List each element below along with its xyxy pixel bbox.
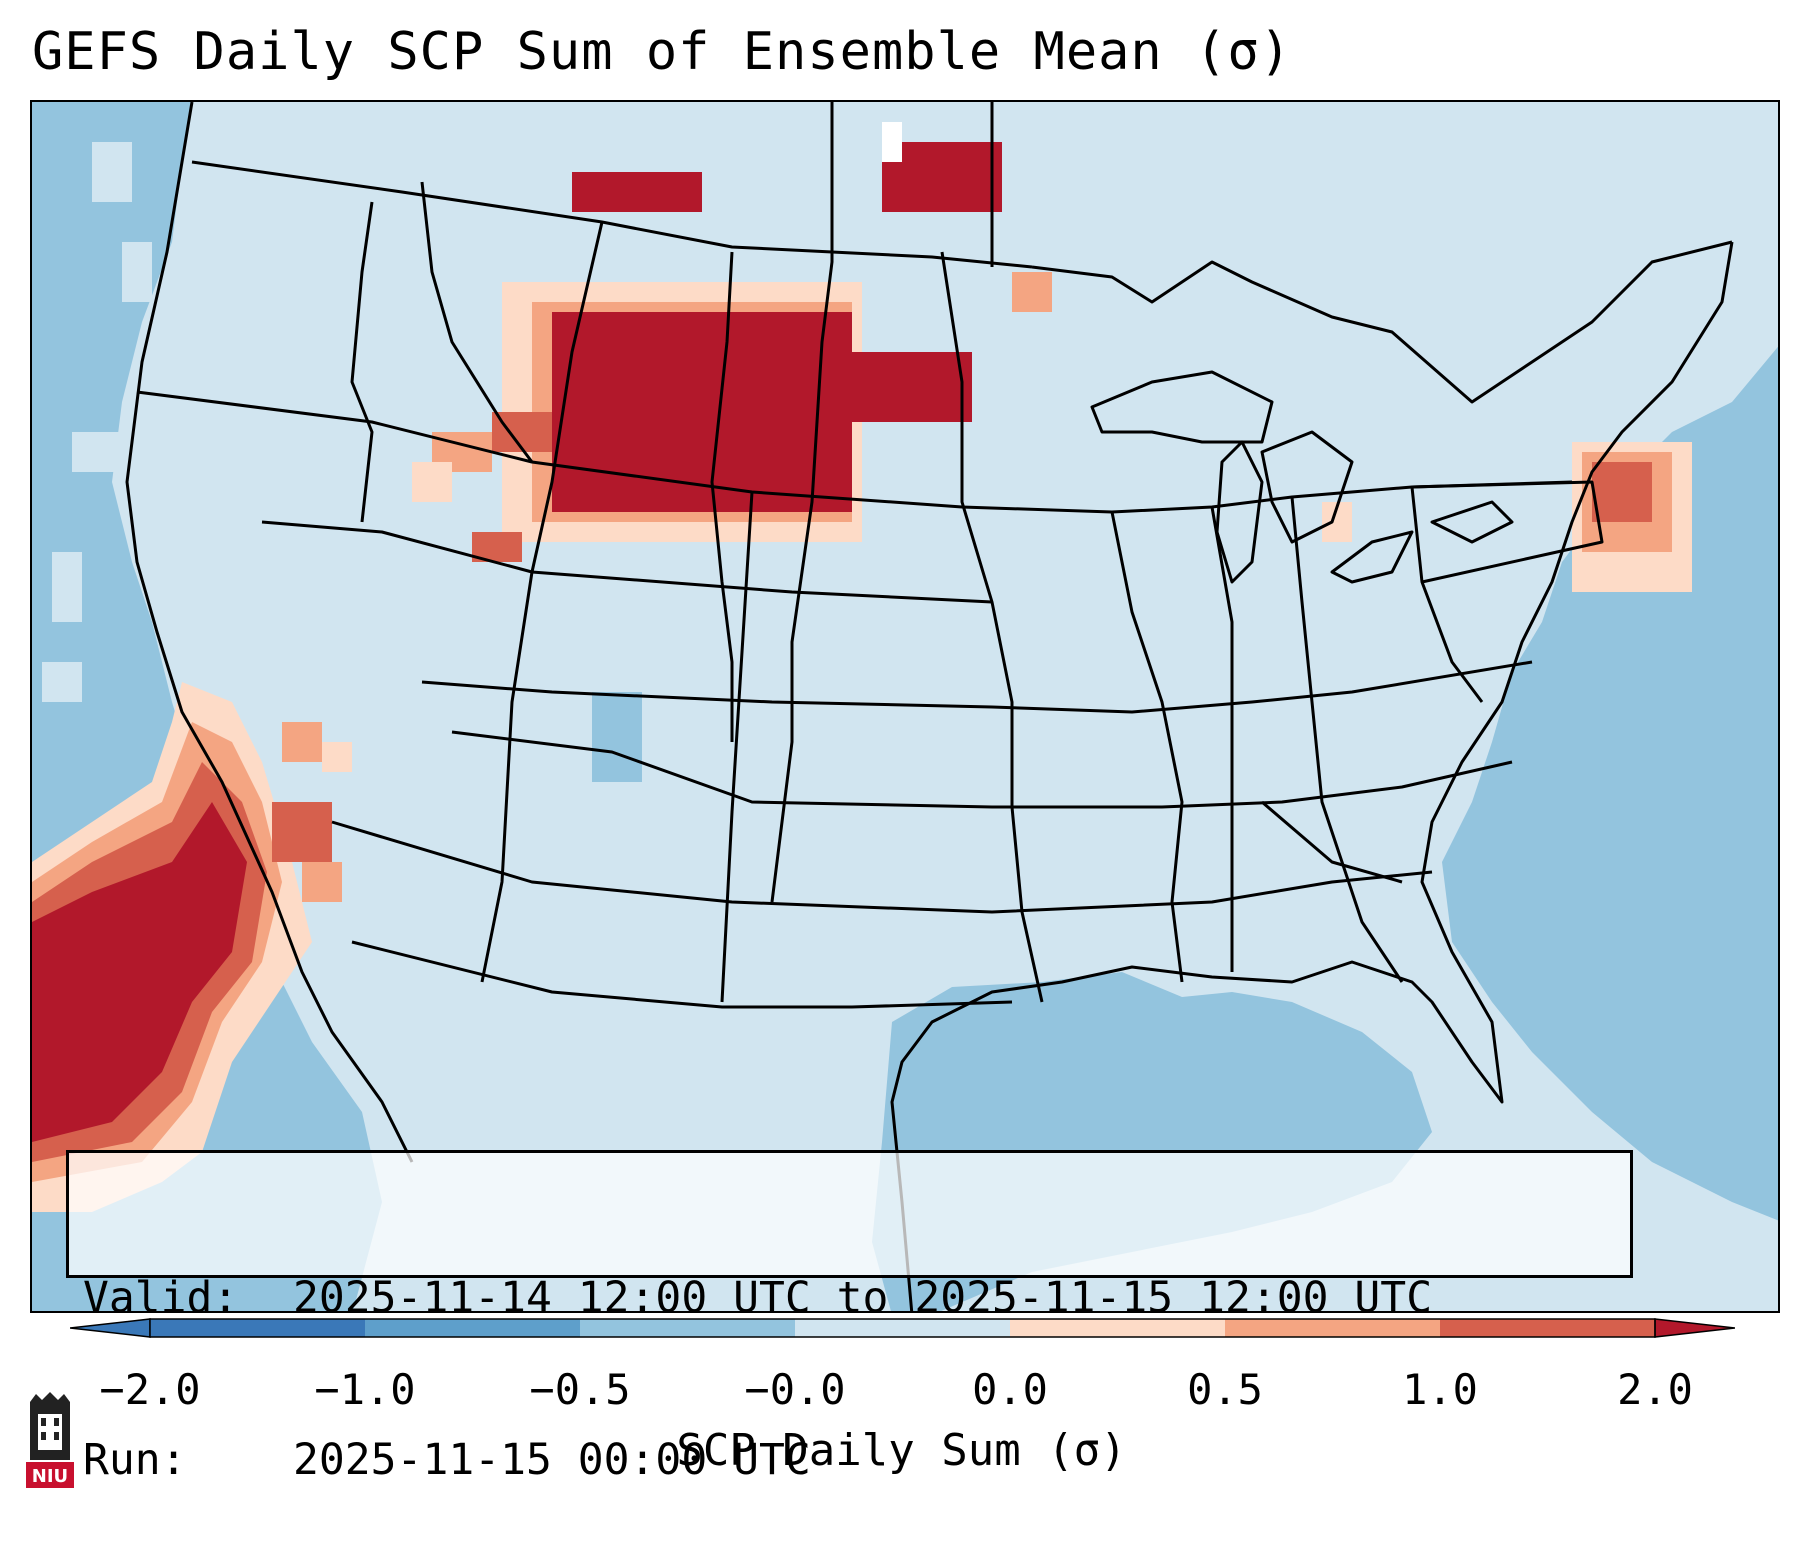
valid-run-info-box: Valid: 2025-11-14 12:00 UTC to 2025-11-1… [66,1150,1633,1485]
colorbar [70,1318,1735,1338]
colorbar-tick: 0.5 [1187,1365,1263,1414]
colorbar-tick: 0.0 [972,1365,1048,1414]
valid-value: 2025-11-14 12:00 UTC to 2025-11-15 12:00… [293,1273,1433,1323]
colorbar-outline [149,1318,1656,1338]
pacific-cells [42,142,152,702]
colorbar-tick: 2.0 [1617,1365,1693,1414]
valid-label: Valid: [83,1273,239,1323]
colorbar-bin-2 [365,1319,580,1337]
colorbar-bin-1 [150,1319,365,1337]
run-value: 2025-11-15 00:00 UTC [293,1435,811,1485]
logo-text: NIU [32,1466,68,1487]
colorbar-tick: −0.5 [529,1365,631,1414]
run-row: Run: 2025-11-15 00:00 UTC [83,1433,1616,1487]
map-title: GEFS Daily SCP Sum of Ensemble Mean (σ) [32,22,1292,82]
scp-map [32,102,1778,1311]
colorbar-max-arrow [1654,1318,1735,1338]
northeast-anomaly [1572,442,1692,592]
colorbar-tick: −2.0 [99,1365,201,1414]
colorbar-min-arrow [70,1318,151,1338]
valid-row: Valid: 2025-11-14 12:00 UTC to 2025-11-1… [83,1271,1616,1325]
colorado-negative-patch [592,692,642,782]
colorbar-label: SCP Daily Sum (σ) [676,1425,1127,1476]
colorbar-tick: −0.0 [744,1365,846,1414]
run-label: Run: [83,1435,187,1485]
colorbar-tick: 1.0 [1402,1365,1478,1414]
atlantic-ocean [1442,346,1778,1221]
colorbar-bin-5 [1010,1319,1225,1337]
west-coast-anomaly [32,682,352,1212]
colorbar-bin-3 [580,1319,795,1337]
colorbar-bin-6 [1225,1319,1440,1337]
colorbar-bin-7 [1440,1319,1655,1337]
niu-logo: NIU [26,1392,74,1488]
plains-anomaly [412,122,1352,562]
map-panel [30,100,1780,1313]
colorbar-bin-4 [795,1319,1010,1337]
boundaries [125,102,1734,1311]
colorbar-tick: −1.0 [314,1365,416,1414]
